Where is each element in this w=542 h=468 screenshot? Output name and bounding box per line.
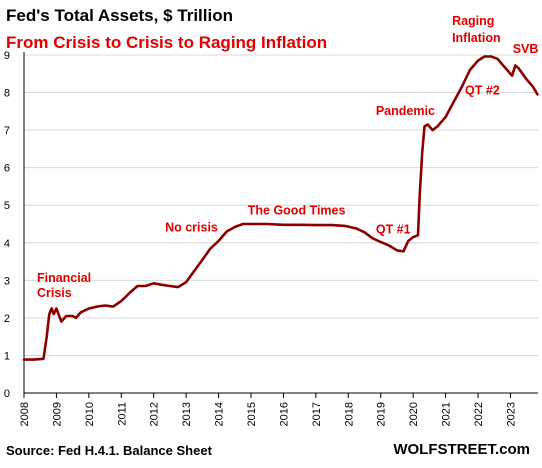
- y-tick-label-7: 7: [4, 125, 10, 137]
- y-tick-label-3: 3: [4, 275, 10, 287]
- x-tick-label-2016: 2016: [278, 402, 290, 426]
- annotation-crisis: Crisis: [37, 286, 72, 300]
- annotation-qt-2: QT #2: [465, 83, 500, 97]
- series-line-0: [22, 55, 539, 361]
- x-tick-label-2008: 2008: [19, 402, 31, 426]
- x-tick-label-2014: 2014: [214, 402, 226, 426]
- x-tick-label-2013: 2013: [181, 402, 193, 426]
- x-tick-label-2019: 2019: [376, 402, 388, 426]
- y-tick-label-4: 4: [4, 238, 10, 250]
- x-tick-label-2023: 2023: [505, 402, 517, 426]
- series-layer: [22, 55, 539, 361]
- x-tick-label-2022: 2022: [473, 402, 485, 426]
- chart-subtitle: From Crisis to Crisis to Raging Inflatio…: [6, 33, 328, 52]
- gridlines: [24, 54, 538, 356]
- chart-title: Fed's Total Assets, $ Trillion: [6, 6, 233, 25]
- annotation-financial: Financial: [37, 271, 91, 285]
- source-note: Source: Fed H.4.1. Balance Sheet: [6, 443, 212, 458]
- axes: 0 1 2 3 4 5 6 7 8 9 2008 2009 2010 2011 2012 2013 2014 20…: [4, 50, 538, 426]
- x-tick-label-2009: 2009: [51, 402, 63, 426]
- x-tick-label-2010: 2010: [84, 402, 96, 426]
- x-tick-label-2021: 2021: [441, 402, 453, 426]
- y-tick-label-0: 0: [4, 388, 10, 400]
- y-tick-label-2: 2: [4, 313, 10, 325]
- y-tick-label-5: 5: [4, 200, 10, 212]
- y-tick-label-6: 6: [4, 163, 10, 175]
- annotation-inflation: Inflation: [452, 31, 501, 45]
- x-tick-label-2015: 2015: [246, 402, 258, 426]
- annotation-no-crisis: No crisis: [165, 221, 218, 235]
- x-tick-label-2012: 2012: [149, 402, 161, 426]
- x-tick-label-2018: 2018: [343, 402, 355, 426]
- annotation-qt-1: QT #1: [376, 222, 411, 236]
- x-tick-label-2017: 2017: [311, 402, 323, 426]
- annotation-svb: SVB: [513, 42, 539, 56]
- y-tick-label-9: 9: [4, 50, 10, 62]
- y-tick-label-1: 1: [4, 350, 10, 362]
- y-tick-label-8: 8: [4, 88, 10, 100]
- annotation-raging: Raging: [452, 14, 494, 28]
- annotation-pandemic: Pandemic: [376, 104, 435, 118]
- x-tick-label-2011: 2011: [116, 402, 128, 426]
- brand-logo-text: WOLFSTREET.com: [393, 441, 530, 458]
- x-tick-label-2020: 2020: [408, 402, 420, 426]
- annotation-the-good-times: The Good Times: [248, 204, 346, 218]
